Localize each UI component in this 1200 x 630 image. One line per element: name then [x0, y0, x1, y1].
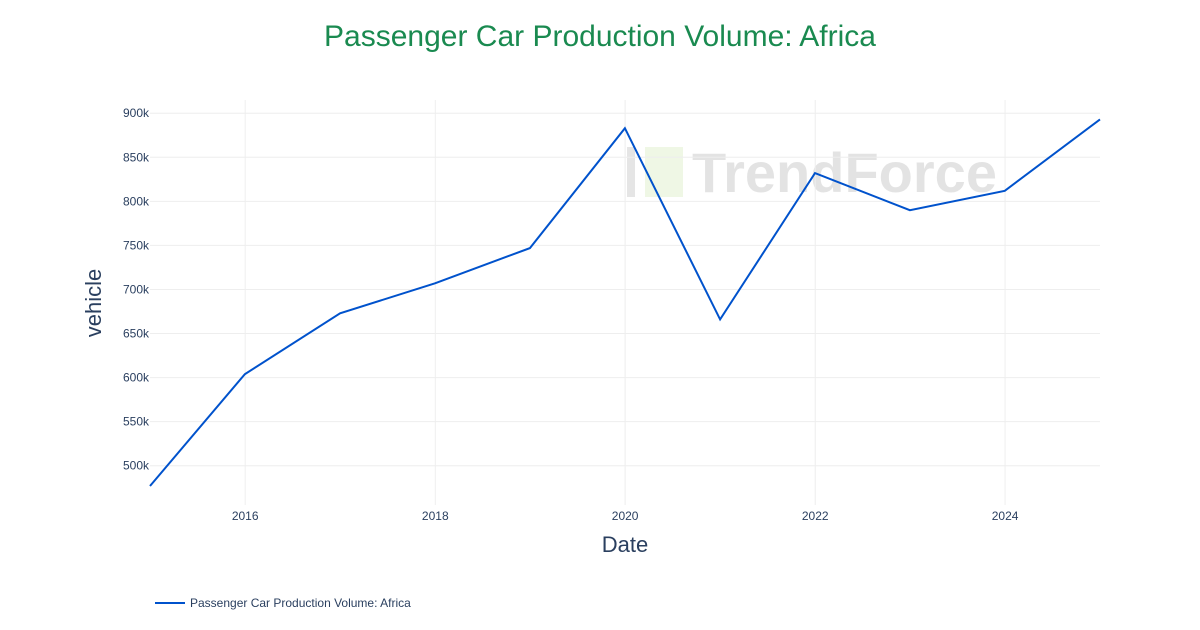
- svg-text:TrendForce: TrendForce: [692, 141, 997, 204]
- legend-label: Passenger Car Production Volume: Africa: [190, 596, 411, 610]
- x-tick-label: 2016: [232, 509, 259, 523]
- x-tick-label: 2020: [612, 509, 639, 523]
- legend-item[interactable]: Passenger Car Production Volume: Africa: [155, 596, 411, 610]
- y-tick-label: 800k: [123, 194, 150, 208]
- y-axis-label: vehicle: [81, 268, 106, 338]
- y-tick-label: 850k: [123, 150, 150, 164]
- y-tick-label: 650k: [123, 327, 150, 341]
- y-tick-label: 550k: [123, 415, 150, 429]
- y-tick-label: 750k: [123, 238, 150, 252]
- y-tick-label: 500k: [123, 459, 150, 473]
- x-tick-label: 2022: [802, 509, 829, 523]
- x-tick-label: 2024: [992, 509, 1019, 523]
- chart-title: Passenger Car Production Volume: Africa: [324, 20, 876, 53]
- y-tick-label: 700k: [123, 282, 150, 296]
- y-tick-label: 900k: [123, 106, 150, 120]
- y-tick-label: 600k: [123, 371, 150, 385]
- x-tick-label: 2018: [422, 509, 449, 523]
- x-axis-label: Date: [601, 532, 649, 557]
- series-line: [149, 118, 1101, 487]
- watermark-logo: TrendForce: [627, 141, 997, 204]
- legend-line-icon: [155, 602, 185, 604]
